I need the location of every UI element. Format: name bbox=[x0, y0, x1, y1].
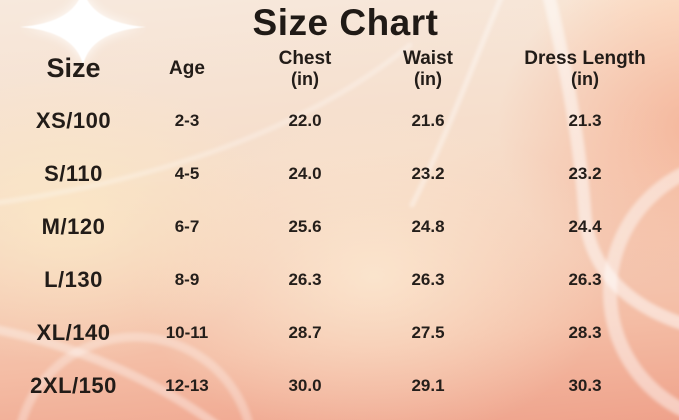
table-cell-chest: 22.0 bbox=[288, 111, 322, 131]
table-cell-age: 6-7 bbox=[174, 217, 200, 237]
column-header-unit: (in) bbox=[414, 68, 442, 89]
column-header-age: Age bbox=[129, 42, 245, 96]
table-cell-size: S/110 bbox=[44, 161, 103, 187]
column-header-label: Waist bbox=[403, 47, 453, 69]
table-cell-waist: 29.1 bbox=[411, 376, 445, 396]
column-header-size: Size bbox=[0, 42, 129, 96]
column-header-label: Chest bbox=[278, 47, 332, 69]
table-cell-dress-length: 23.2 bbox=[568, 164, 602, 184]
table-cell-size: M/120 bbox=[41, 214, 106, 240]
table-cell-dress-length: 24.4 bbox=[568, 217, 602, 237]
table-cell-dress-length: 26.3 bbox=[568, 270, 602, 290]
table-cell-size: L/130 bbox=[44, 267, 103, 293]
table-cell-waist: 27.5 bbox=[411, 323, 445, 343]
table-cell-waist: 23.2 bbox=[411, 164, 445, 184]
page-title: Size Chart bbox=[252, 2, 439, 43]
column-header-label: Size bbox=[46, 53, 101, 84]
table-cell-age: 2-3 bbox=[174, 111, 200, 131]
table-cell-dress-length: 21.3 bbox=[568, 111, 602, 131]
table-cell-waist: 24.8 bbox=[411, 217, 445, 237]
table-cell-waist: 21.6 bbox=[411, 111, 445, 131]
table-cell-age: 12-13 bbox=[165, 376, 209, 396]
column-header-label: Dress Length bbox=[524, 47, 646, 69]
table-cell-size: 2XL/150 bbox=[30, 373, 117, 399]
table-cell-age: 10-11 bbox=[165, 323, 209, 343]
column-header-label: Age bbox=[169, 57, 205, 79]
table-cell-chest: 26.3 bbox=[288, 270, 322, 290]
table-cell-size: XS/100 bbox=[35, 108, 112, 134]
table-cell-age: 8-9 bbox=[174, 270, 200, 290]
table-cell-chest: 24.0 bbox=[288, 164, 322, 184]
table-cell-waist: 26.3 bbox=[411, 270, 445, 290]
column-header-unit: (in) bbox=[291, 68, 319, 89]
column-header-waist: Waist (in) bbox=[365, 42, 491, 96]
table-cell-age: 4-5 bbox=[174, 164, 200, 184]
table-cell-chest: 28.7 bbox=[288, 323, 322, 343]
column-header-unit: (in) bbox=[571, 68, 599, 89]
table-cell-dress-length: 30.3 bbox=[568, 376, 602, 396]
table-cell-chest: 30.0 bbox=[288, 376, 322, 396]
column-header-chest: Chest (in) bbox=[245, 42, 365, 96]
size-table: Size Age Chest (in) Waist (in) Dress Len… bbox=[0, 42, 679, 413]
table-cell-size: XL/140 bbox=[36, 320, 111, 346]
column-header-dress-length: Dress Length (in) bbox=[491, 42, 679, 96]
table-cell-chest: 25.6 bbox=[288, 217, 322, 237]
table-cell-dress-length: 28.3 bbox=[568, 323, 602, 343]
